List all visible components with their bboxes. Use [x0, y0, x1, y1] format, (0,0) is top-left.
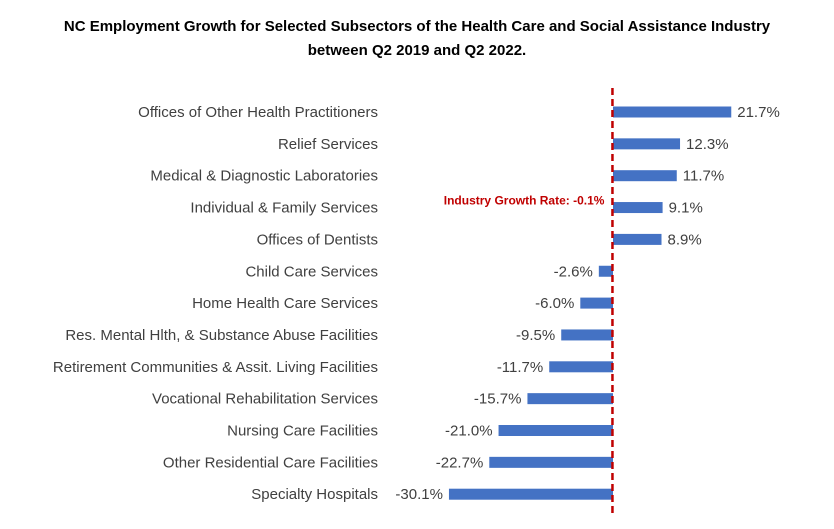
data-label: -9.5%	[516, 327, 555, 344]
bar	[549, 361, 613, 373]
bar	[613, 202, 663, 214]
data-label: 8.9%	[668, 231, 702, 248]
data-label: -22.7%	[436, 454, 484, 471]
bar	[561, 329, 613, 341]
data-label: -15.7%	[474, 391, 522, 408]
category-label: Offices of Dentists	[257, 231, 378, 248]
bar	[527, 393, 613, 405]
data-label: 11.7%	[683, 168, 724, 185]
category-label: Nursing Care Facilities	[227, 423, 378, 440]
industry-growth-annotation: Industry Growth Rate: -0.1%	[444, 194, 605, 208]
data-label: 12.3%	[686, 136, 729, 153]
data-label: -11.7%	[497, 359, 543, 376]
bar	[598, 265, 613, 277]
bar	[613, 170, 677, 182]
category-label: Individual & Family Services	[190, 200, 378, 217]
bar	[489, 456, 613, 468]
data-label: -6.0%	[535, 295, 574, 312]
category-label: Retirement Communities & Assit. Living F…	[53, 359, 378, 376]
bar	[613, 106, 732, 118]
category-label: Res. Mental Hlth, & Substance Abuse Faci…	[65, 327, 378, 344]
bar	[613, 233, 662, 245]
category-label: Home Health Care Services	[192, 295, 378, 312]
bar	[498, 425, 613, 436]
category-label: Medical & Diagnostic Laboratories	[150, 168, 378, 185]
bar	[448, 488, 613, 500]
chart-title-line-2: between Q2 2019 and Q2 2022.	[307, 42, 527, 59]
data-label: -30.1%	[395, 486, 443, 503]
data-label: -2.6%	[554, 263, 593, 280]
bar	[613, 138, 681, 150]
chart-title-line-1: NC Employment Growth for Selected Subsec…	[63, 18, 771, 35]
data-label: -21.0%	[445, 423, 493, 440]
data-label: 21.7%	[737, 104, 780, 121]
category-label: Other Residential Care Facilities	[163, 454, 378, 471]
bar	[580, 297, 613, 309]
category-label: Offices of Other Health Practitioners	[138, 104, 378, 121]
data-label: 9.1%	[669, 200, 703, 217]
category-label: Relief Services	[278, 136, 378, 153]
category-label: Child Care Services	[245, 263, 378, 280]
category-label: Vocational Rehabilitation Services	[152, 391, 378, 408]
category-label: Specialty Hospitals	[251, 486, 378, 503]
